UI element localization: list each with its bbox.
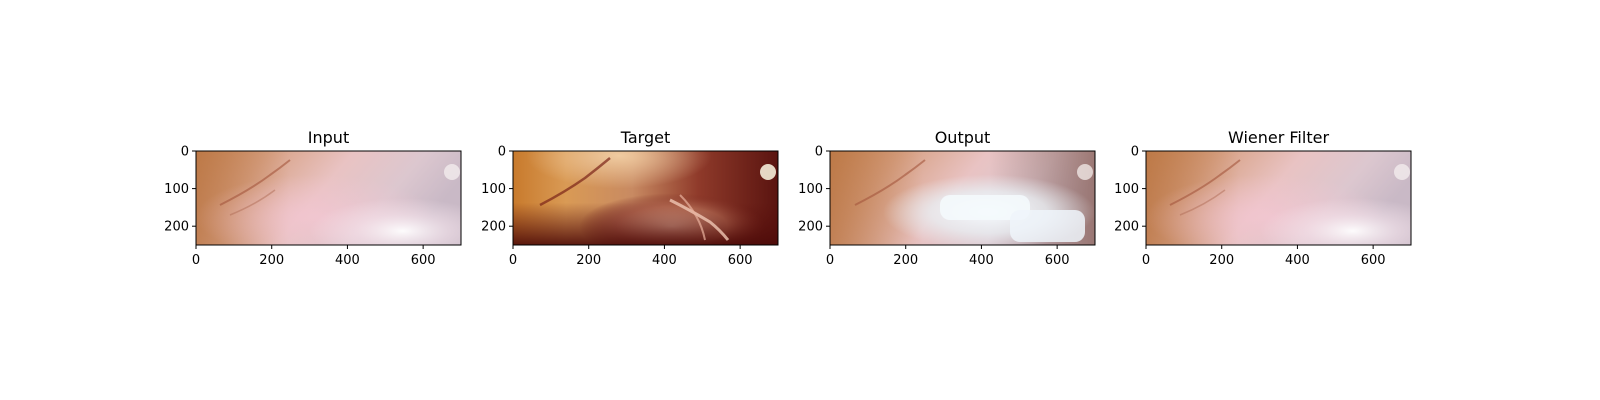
y-tick-label: 100 [481,182,506,197]
y-tick-label: 0 [498,145,506,160]
y-tick-label: 100 [798,182,823,197]
panel-wiener-filter: Wiener Filter [1145,128,1412,246]
y-tick-label: 0 [1131,145,1139,160]
x-tick-label: 200 [576,253,601,268]
x-tick-label: 400 [969,253,994,268]
y-tick-label: 100 [1114,182,1139,197]
panel-title: Wiener Filter [1228,128,1329,147]
y-tick-label: 200 [1114,220,1139,235]
x-tick-label: 600 [1045,253,1070,268]
panel-target: Target [512,128,779,246]
y-tick-label: 0 [815,145,823,160]
x-tick-label: 600 [1361,253,1386,268]
output-image [830,151,1095,245]
x-tick-label: 200 [893,253,918,268]
x-tick-label: 400 [335,253,360,268]
x-tick-label: 400 [652,253,677,268]
x-tick-label: 0 [826,253,834,268]
y-tick-label: 100 [164,182,189,197]
panel-output: Output [829,128,1096,246]
y-tick-label: 0 [181,145,189,160]
input-image [196,151,461,245]
wiener-filter-image [1146,151,1411,245]
x-tick-label: 0 [192,253,200,268]
panel-title: Output [935,128,991,147]
panel-title: Target [620,128,671,147]
x-tick-label: 200 [259,253,284,268]
y-tick-label: 200 [481,220,506,235]
panel-title: Input [308,128,349,147]
x-tick-label: 400 [1285,253,1310,268]
x-tick-label: 200 [1209,253,1234,268]
target-image [513,151,778,245]
x-tick-label: 0 [509,253,517,268]
x-tick-label: 600 [728,253,753,268]
panel-input: Input [195,128,462,246]
y-tick-label: 200 [798,220,823,235]
x-tick-label: 0 [1142,253,1150,268]
x-tick-label: 600 [411,253,436,268]
y-tick-label: 200 [164,220,189,235]
